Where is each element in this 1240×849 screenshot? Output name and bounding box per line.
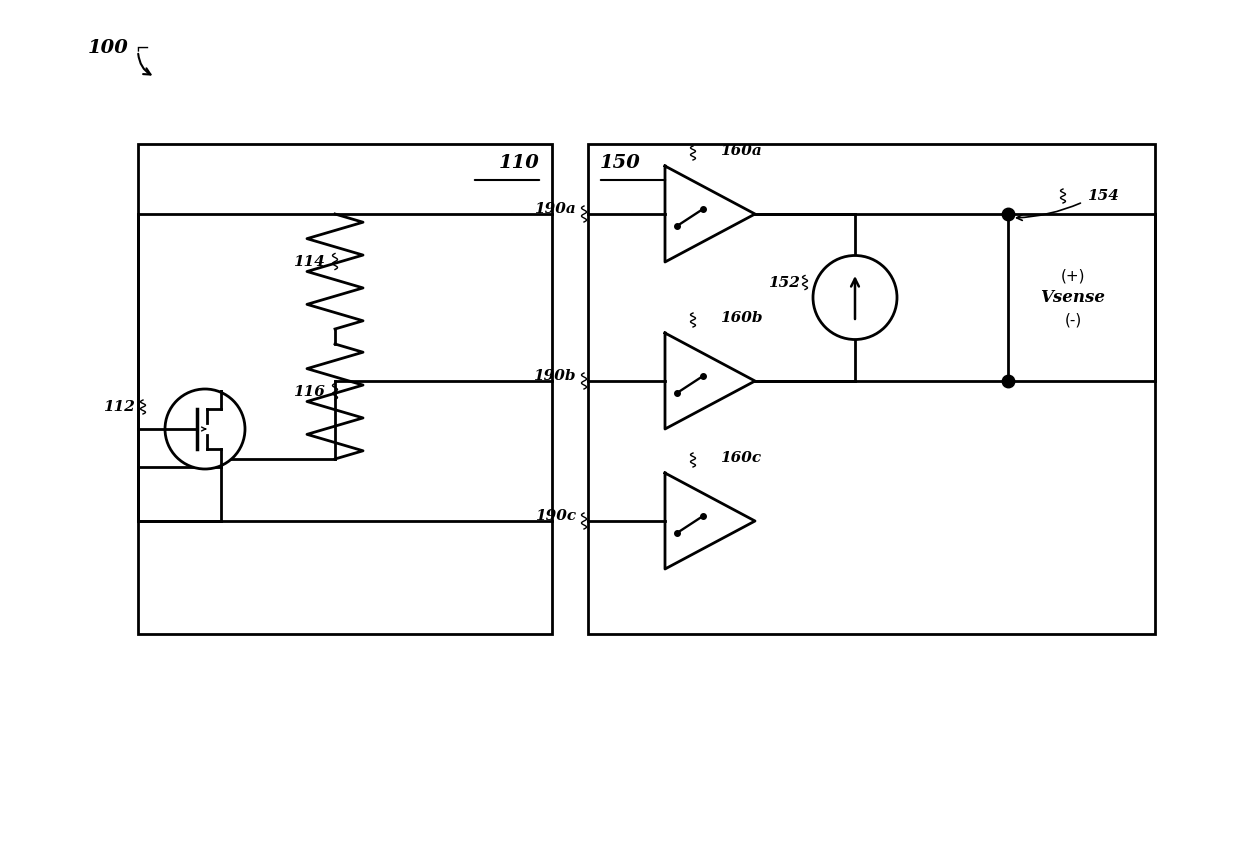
Bar <box>588 144 1154 634</box>
Text: 112: 112 <box>103 400 135 414</box>
Text: 154: 154 <box>1087 189 1118 203</box>
Text: 160b: 160b <box>720 311 763 325</box>
Circle shape <box>813 256 897 340</box>
Text: (+): (+) <box>1060 268 1085 283</box>
Text: 152: 152 <box>768 275 800 290</box>
Text: 190a: 190a <box>534 202 577 216</box>
Text: ⌐: ⌐ <box>135 39 149 57</box>
Text: 160a: 160a <box>720 144 761 158</box>
Bar <box>138 144 552 634</box>
Text: 114: 114 <box>293 255 325 268</box>
Text: 116: 116 <box>293 385 325 398</box>
Circle shape <box>165 389 246 469</box>
Text: 150: 150 <box>600 154 641 172</box>
Text: Vsense: Vsense <box>1040 289 1106 306</box>
Text: 110: 110 <box>500 154 539 172</box>
Text: 160c: 160c <box>720 451 761 465</box>
Text: 190c: 190c <box>534 509 577 523</box>
Text: 190b: 190b <box>533 369 577 383</box>
Text: (-): (-) <box>1064 312 1081 327</box>
Text: 100: 100 <box>88 39 129 57</box>
